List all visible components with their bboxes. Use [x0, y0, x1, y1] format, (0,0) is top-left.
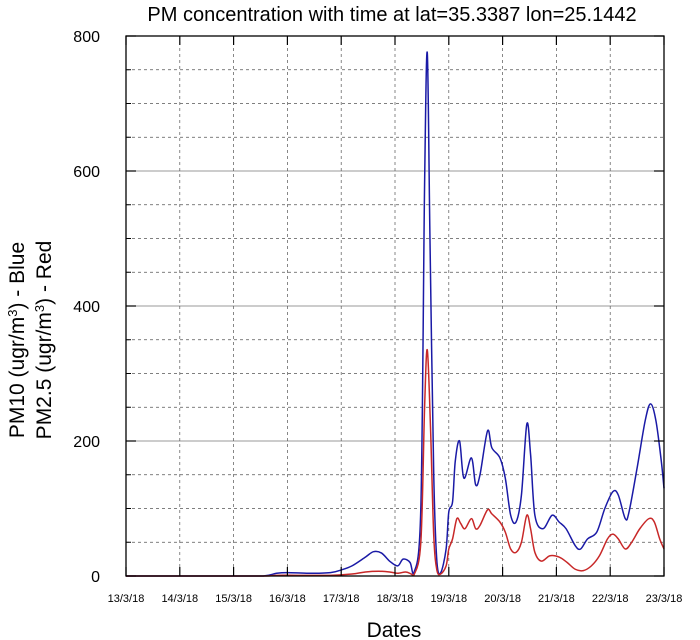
y-axis-label-line2: PM2.5 (ugr/m3) - Red — [32, 241, 57, 440]
x-axis-ticks: 13/3/18 14/3/18 15/3/18 16/3/18 17/3/18 18/3/… — [108, 36, 683, 605]
x-tick-label: 15/3/18 — [215, 593, 252, 605]
x-tick-label: 22/3/18 — [592, 593, 629, 605]
y-axis-label: PM10 (ugr/m3) - Blue PM2.5 (ugr/m3) - Re… — [5, 241, 57, 440]
x-tick-label: 18/3/18 — [377, 593, 414, 605]
x-tick-label: 16/3/18 — [269, 593, 306, 605]
x-tick-label: 14/3/18 — [161, 593, 198, 605]
y-tick-label: 200 — [73, 434, 100, 451]
x-tick-label: 20/3/18 — [484, 593, 521, 605]
x-tick-label: 17/3/18 — [323, 593, 360, 605]
y-tick-label: 600 — [73, 164, 100, 181]
x-tick-label: 23/3/18 — [646, 593, 683, 605]
x-tick-label: 13/3/18 — [108, 593, 145, 605]
y-tick-label: 800 — [73, 29, 100, 46]
y-tick-label: 400 — [73, 299, 100, 316]
y-tick-label: 0 — [91, 569, 100, 586]
grid — [126, 35, 664, 576]
y-label2-sup: 3 — [32, 305, 47, 312]
chart-title: PM concentration with time at lat=35.338… — [147, 4, 636, 26]
series-layer — [126, 51, 665, 577]
y-label1-post: ) - Blue — [6, 242, 29, 310]
y-label1-pre: PM10 (ugr/m — [6, 317, 29, 438]
x-tick-label: 19/3/18 — [430, 593, 467, 605]
series-line-pm10 — [126, 51, 665, 577]
x-tick-label: 21/3/18 — [538, 593, 575, 605]
y-axis-ticks: 0 200 400 600 800 — [73, 29, 664, 586]
series-line-pm25 — [126, 349, 665, 577]
x-axis-label: Dates — [367, 619, 422, 640]
y-label1-sup: 3 — [5, 310, 20, 317]
y-label2-post: ) - Red — [33, 241, 56, 305]
y-label2-pre: PM2.5 (ugr/m — [33, 312, 56, 439]
y-axis-label-line1: PM10 (ugr/m3) - Blue — [5, 242, 30, 438]
